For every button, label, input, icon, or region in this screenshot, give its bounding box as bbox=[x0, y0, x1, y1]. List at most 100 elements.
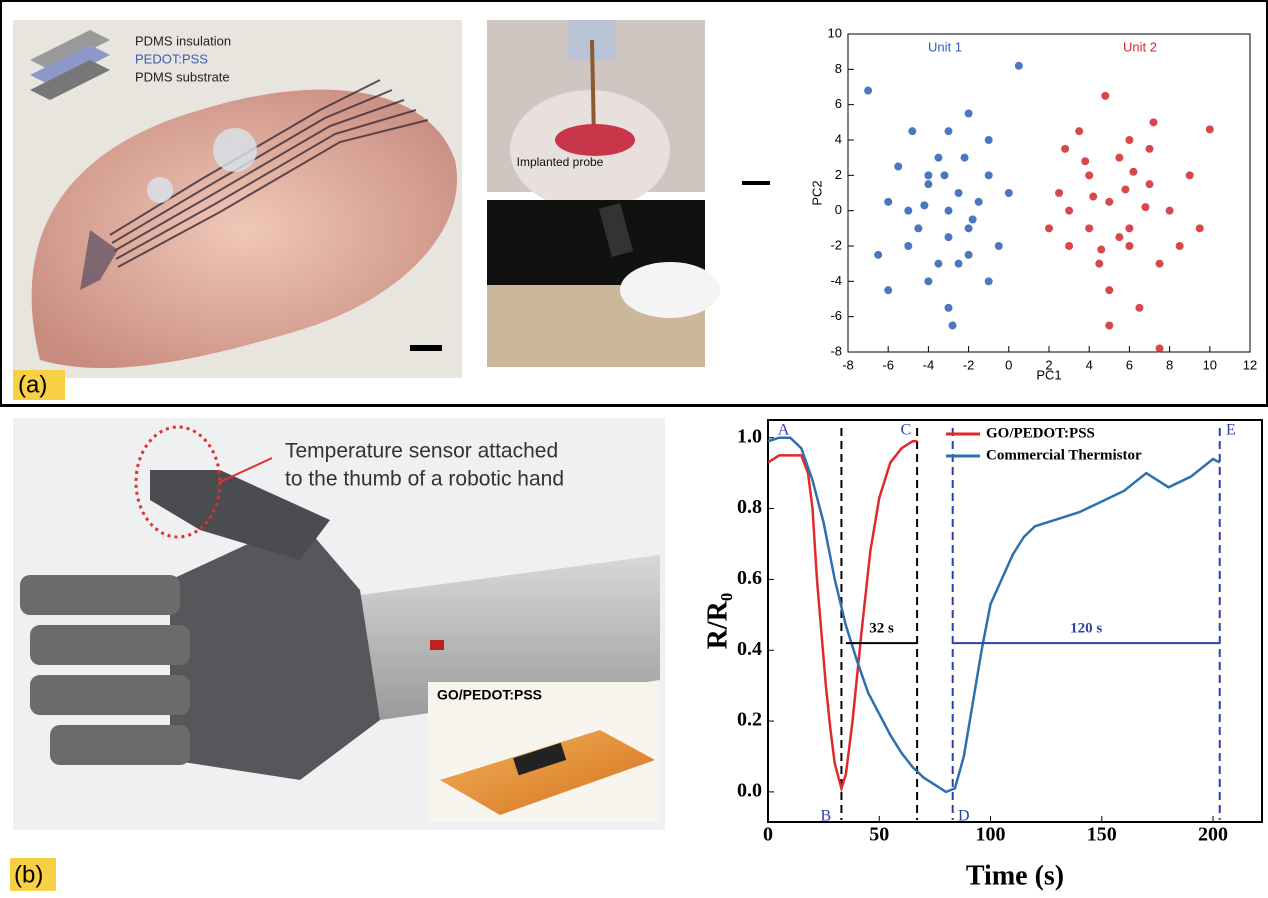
point bbox=[1141, 203, 1149, 211]
x-axis-label: PC1 bbox=[1036, 367, 1061, 382]
point bbox=[864, 87, 872, 95]
point-label: C bbox=[901, 421, 912, 438]
probe-label: Implanted probe bbox=[517, 155, 604, 169]
point bbox=[1105, 198, 1113, 206]
point-label: D bbox=[958, 807, 970, 824]
figure: PDMS insulation PEDOT:PSS PDMS substrate… bbox=[0, 0, 1268, 893]
y-tick-label: -2 bbox=[830, 237, 842, 252]
y-tick-label: 8 bbox=[835, 61, 842, 76]
point bbox=[874, 251, 882, 259]
point-label: A bbox=[778, 421, 790, 438]
layer-label: PEDOT:PSS bbox=[135, 51, 208, 66]
span-label: 32 s bbox=[869, 621, 894, 637]
point bbox=[934, 154, 942, 162]
y-tick-label: 6 bbox=[835, 96, 842, 111]
point bbox=[1125, 136, 1133, 144]
point bbox=[1105, 286, 1113, 294]
y-tick-label: 0.4 bbox=[737, 638, 762, 660]
span-label: 120 s bbox=[1070, 621, 1102, 637]
finger-photo bbox=[13, 20, 462, 378]
point bbox=[1065, 207, 1073, 215]
point bbox=[965, 110, 973, 118]
point bbox=[1095, 260, 1103, 268]
point bbox=[1005, 189, 1013, 197]
y-tick-label: 0.6 bbox=[737, 567, 762, 589]
point bbox=[945, 233, 953, 241]
point bbox=[1125, 242, 1133, 250]
y-tick-label: 1.0 bbox=[737, 425, 762, 447]
point bbox=[969, 216, 977, 224]
point bbox=[961, 154, 969, 162]
point bbox=[945, 304, 953, 312]
point bbox=[1089, 193, 1097, 201]
point bbox=[1121, 185, 1129, 193]
y-tick-label: 4 bbox=[835, 131, 842, 146]
y-tick-label: 0.2 bbox=[737, 709, 762, 731]
x-tick-label: 100 bbox=[976, 824, 1006, 846]
y-tick-label: 0 bbox=[835, 202, 842, 217]
point bbox=[1146, 180, 1154, 188]
x-tick-label: -2 bbox=[963, 357, 975, 372]
point bbox=[1150, 118, 1158, 126]
y-tick-label: -8 bbox=[830, 343, 842, 358]
series-label: Unit 2 bbox=[1123, 39, 1157, 54]
point bbox=[1061, 145, 1069, 153]
point bbox=[1115, 233, 1123, 241]
y-tick-label: -4 bbox=[830, 273, 842, 288]
x-tick-label: 4 bbox=[1086, 357, 1093, 372]
plot-frame bbox=[848, 34, 1250, 352]
line bbox=[768, 438, 1220, 792]
y-tick-label: 10 bbox=[828, 25, 842, 40]
point bbox=[884, 198, 892, 206]
point bbox=[1045, 224, 1053, 232]
point-label: E bbox=[1226, 421, 1236, 438]
point bbox=[884, 286, 892, 294]
x-tick-label: 12 bbox=[1243, 357, 1257, 372]
point bbox=[985, 171, 993, 179]
x-tick-label: 10 bbox=[1203, 357, 1217, 372]
point bbox=[985, 277, 993, 285]
series-label: Unit 1 bbox=[928, 39, 962, 54]
point bbox=[1105, 322, 1113, 330]
point bbox=[1115, 154, 1123, 162]
point bbox=[924, 171, 932, 179]
y-tick-label: 2 bbox=[835, 167, 842, 182]
panel-label: (b) bbox=[14, 861, 43, 888]
x-tick-label: 0 bbox=[763, 824, 773, 846]
y-axis-label: R/R₀ bbox=[702, 593, 733, 650]
point bbox=[1085, 224, 1093, 232]
layer-label: PDMS substrate bbox=[135, 69, 230, 84]
point bbox=[1196, 224, 1204, 232]
point bbox=[924, 180, 932, 188]
x-tick-label: 150 bbox=[1087, 824, 1117, 846]
point bbox=[1065, 242, 1073, 250]
point bbox=[975, 198, 983, 206]
point bbox=[955, 260, 963, 268]
point bbox=[1085, 171, 1093, 179]
layer-label: PDMS insulation bbox=[135, 33, 231, 48]
y-axis-label: PC2 bbox=[809, 180, 824, 205]
y-tick-label: -6 bbox=[830, 308, 842, 323]
point bbox=[1081, 157, 1089, 165]
point-label: B bbox=[821, 807, 832, 824]
point bbox=[1186, 171, 1194, 179]
callout: to the thumb of a robotic hand bbox=[285, 468, 564, 491]
point bbox=[955, 189, 963, 197]
point bbox=[914, 224, 922, 232]
point bbox=[1125, 224, 1133, 232]
point bbox=[904, 207, 912, 215]
legend-label: Commercial Thermistor bbox=[986, 447, 1142, 463]
x-tick-label: 50 bbox=[869, 824, 889, 846]
point bbox=[1176, 242, 1184, 250]
point bbox=[940, 171, 948, 179]
point bbox=[949, 322, 957, 330]
x-tick-label: -8 bbox=[842, 357, 854, 372]
point bbox=[1206, 125, 1214, 133]
point bbox=[1156, 344, 1164, 352]
x-tick-label: 0 bbox=[1005, 357, 1012, 372]
inset-label: GO/PEDOT:PSS bbox=[437, 687, 542, 703]
point bbox=[1129, 168, 1137, 176]
point bbox=[945, 207, 953, 215]
point bbox=[945, 127, 953, 135]
x-tick-label: 6 bbox=[1126, 357, 1133, 372]
